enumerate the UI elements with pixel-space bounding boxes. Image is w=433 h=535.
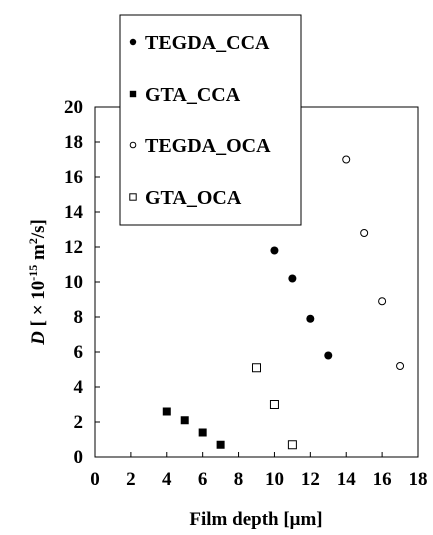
legend-label: GTA_OCA — [145, 187, 242, 209]
data-point-tegda-cca — [324, 351, 333, 360]
y-axis-title: D [ × 10-15 m2/s] — [26, 219, 49, 346]
legend: TEGDA_CCA GTA_CCA TEGDA_OCA GTA_OCA — [119, 14, 302, 226]
y-axis-title-symbol: D — [28, 331, 49, 346]
legend-marker — [129, 38, 137, 46]
y-tick-label: 2 — [74, 412, 84, 433]
x-tick-label: 16 — [373, 469, 392, 490]
data-point-tegda-cca — [288, 274, 297, 283]
y-axis-title-suffix: /s] — [28, 219, 49, 239]
y-axis-title-unit-exponent: 2 — [26, 238, 40, 244]
data-point-tegda-cca — [306, 314, 315, 323]
y-tick-label: 12 — [64, 237, 83, 258]
data-point-gta-oca — [287, 440, 297, 450]
x-tick-label: 10 — [265, 469, 284, 490]
y-tick-label: 4 — [74, 377, 84, 398]
data-point-gta-cca — [180, 416, 189, 425]
data-point-gta-cca — [216, 440, 225, 449]
x-tick-label: 8 — [234, 469, 244, 490]
legend-marker — [129, 90, 137, 98]
x-axis-ticks: 0 2 4 6 8 10 12 14 16 18 — [90, 452, 428, 490]
data-point-gta-oca — [269, 400, 279, 409]
legend-box — [119, 14, 302, 226]
y-tick-label: 0 — [74, 447, 84, 468]
y-tick-label: 14 — [64, 202, 84, 223]
x-tick-label: 18 — [409, 469, 428, 490]
y-tick-label: 18 — [64, 132, 83, 153]
y-axis-title-part: [ × 10 — [28, 281, 49, 331]
y-tick-label: 20 — [64, 97, 83, 118]
legend-label: TEGDA_OCA — [145, 135, 271, 157]
data-point-tegda-oca — [360, 229, 369, 237]
data-point-tegda-oca — [396, 362, 405, 370]
data-point-gta-cca — [198, 428, 207, 437]
x-tick-label: 4 — [162, 469, 172, 490]
x-tick-label: 6 — [198, 469, 208, 490]
y-axis-ticks: 0 2 4 6 8 10 12 14 16 18 20 — [64, 97, 100, 468]
y-tick-label: 10 — [64, 272, 83, 293]
x-axis-title: Film depth [μm] — [189, 509, 322, 530]
y-tick-label: 16 — [64, 167, 83, 188]
legend-entries: TEGDA_CCA GTA_CCA TEGDA_OCA GTA_OCA — [129, 32, 271, 209]
data-point-tegda-oca — [342, 155, 351, 164]
y-axis-title-exponent: -15 — [26, 265, 40, 281]
x-tick-label: 12 — [301, 469, 320, 490]
y-tick-label: 6 — [74, 342, 84, 363]
y-axis-title-unit: m — [28, 244, 49, 265]
legend-marker — [129, 193, 137, 201]
x-tick-label: 14 — [337, 469, 357, 490]
data-point-gta-cca — [162, 407, 171, 416]
x-tick-label: 2 — [126, 469, 136, 490]
legend-marker — [129, 141, 137, 149]
data-point-tegda-oca — [378, 297, 387, 306]
legend-label: TEGDA_CCA — [145, 32, 270, 54]
data-point-gta-oca — [252, 363, 261, 373]
data-point-tegda-cca — [270, 246, 279, 255]
data-points — [162, 155, 405, 450]
y-tick-label: 8 — [74, 307, 84, 328]
legend-label: GTA_CCA — [145, 84, 241, 106]
x-tick-label: 0 — [90, 469, 100, 490]
